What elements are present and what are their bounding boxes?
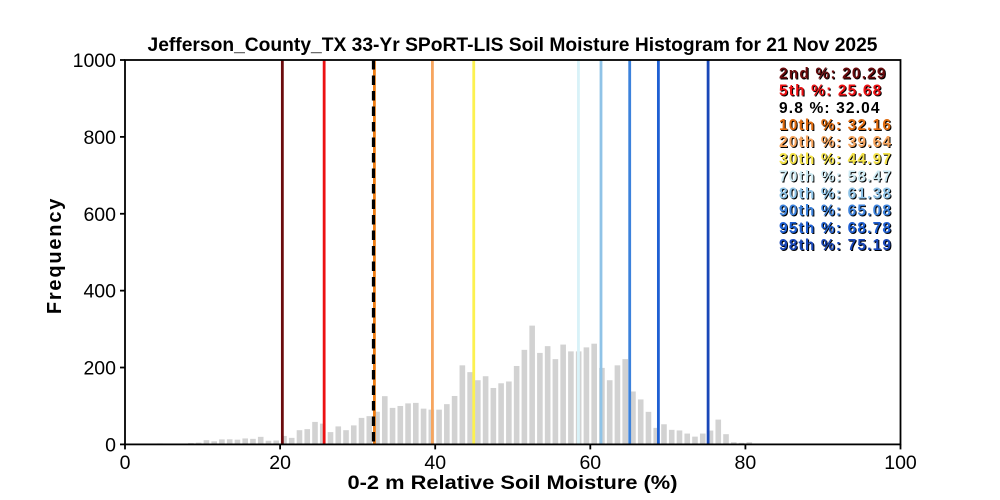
svg-text:800: 800 — [83, 127, 116, 149]
svg-text:9.8 %: 32.04: 9.8 %: 32.04 — [779, 100, 881, 117]
svg-text:0-2 m Relative Soil Moisture (: 0-2 m Relative Soil Moisture (%) — [348, 473, 678, 494]
svg-text:98th %: 75.19: 98th %: 75.19 — [779, 237, 892, 254]
svg-text:80: 80 — [735, 452, 757, 474]
svg-text:30th %: 44.97: 30th %: 44.97 — [779, 151, 892, 168]
svg-text:400: 400 — [83, 281, 116, 303]
svg-text:90th %: 65.08: 90th %: 65.08 — [779, 203, 892, 220]
svg-text:600: 600 — [83, 204, 116, 226]
svg-text:Jefferson_County_TX 33-Yr SPoR: Jefferson_County_TX 33-Yr SPoRT-LIS Soil… — [148, 35, 878, 56]
svg-text:0: 0 — [105, 434, 116, 456]
svg-text:10th %: 32.16: 10th %: 32.16 — [779, 117, 892, 134]
svg-text:20th %: 39.64: 20th %: 39.64 — [779, 134, 892, 151]
svg-text:5th %: 25.68: 5th %: 25.68 — [779, 83, 882, 100]
svg-text:0: 0 — [120, 452, 131, 474]
svg-text:Frequency: Frequency — [44, 197, 66, 314]
svg-text:2nd %: 20.29: 2nd %: 20.29 — [779, 66, 887, 83]
svg-text:60: 60 — [579, 452, 601, 474]
svg-text:80th %: 61.38: 80th %: 61.38 — [779, 186, 892, 203]
svg-text:40: 40 — [424, 452, 446, 474]
svg-text:1000: 1000 — [73, 50, 117, 72]
svg-text:95th %: 68.78: 95th %: 68.78 — [779, 220, 892, 237]
svg-text:70th %: 58.47: 70th %: 58.47 — [779, 168, 892, 185]
svg-text:20: 20 — [269, 452, 291, 474]
svg-text:200: 200 — [83, 358, 116, 380]
svg-text:100: 100 — [884, 452, 917, 474]
